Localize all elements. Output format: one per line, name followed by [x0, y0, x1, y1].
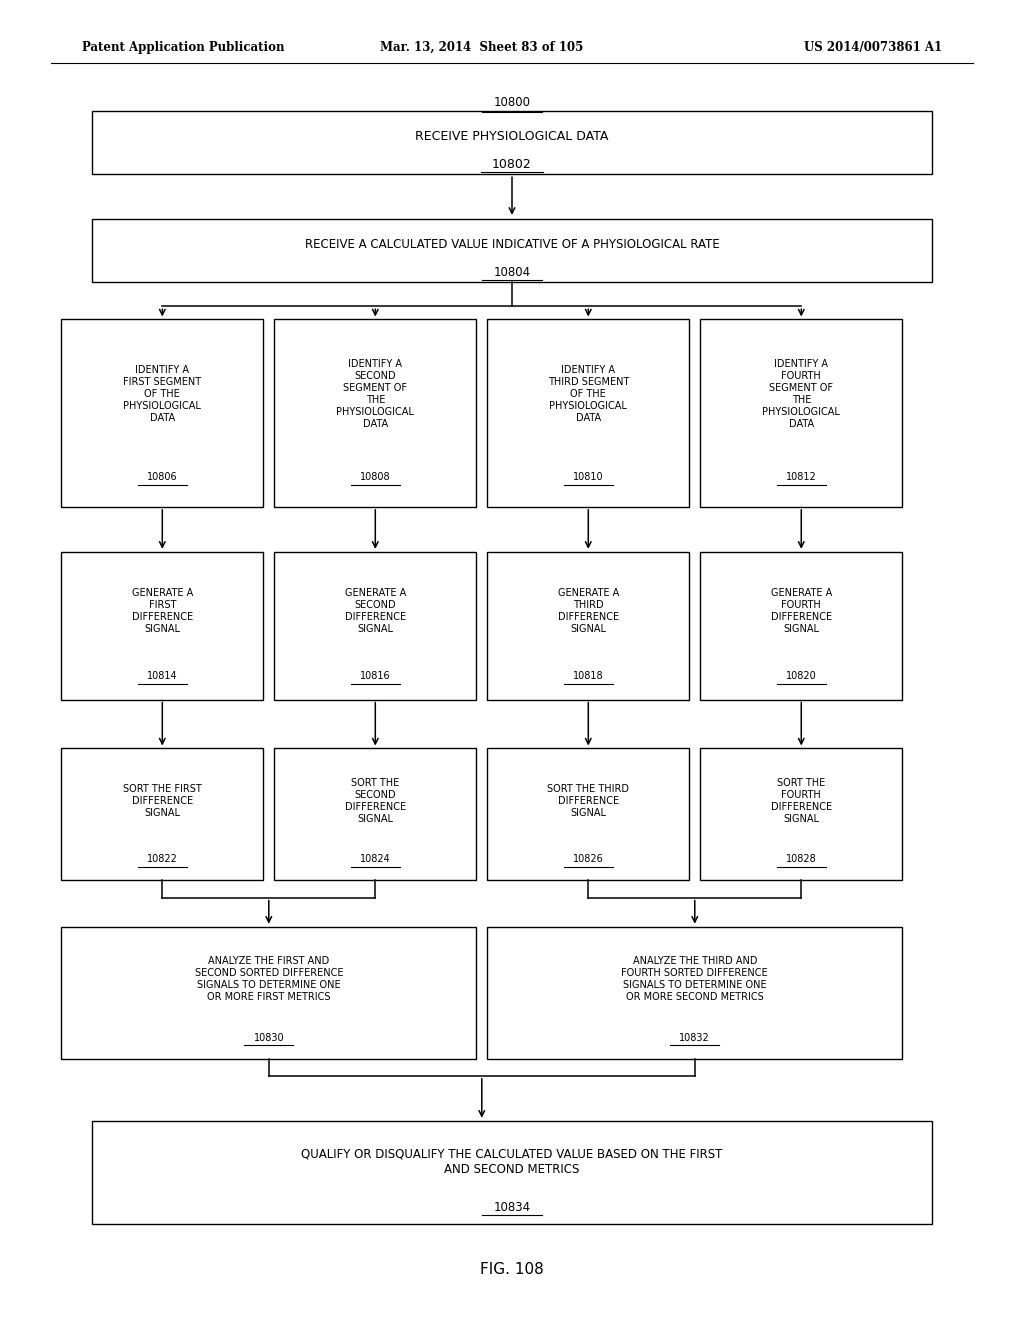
- Text: ANALYZE THE FIRST AND
SECOND SORTED DIFFERENCE
SIGNALS TO DETERMINE ONE
OR MORE : ANALYZE THE FIRST AND SECOND SORTED DIFF…: [195, 957, 343, 1002]
- FancyBboxPatch shape: [700, 748, 902, 880]
- FancyBboxPatch shape: [92, 219, 932, 282]
- Text: 10824: 10824: [359, 854, 391, 865]
- Text: 10812: 10812: [785, 471, 817, 482]
- FancyBboxPatch shape: [61, 748, 263, 880]
- Text: 10806: 10806: [147, 471, 177, 482]
- Text: RECEIVE PHYSIOLOGICAL DATA: RECEIVE PHYSIOLOGICAL DATA: [416, 129, 608, 143]
- Text: 10828: 10828: [785, 854, 817, 865]
- FancyBboxPatch shape: [92, 111, 932, 174]
- Text: 10800: 10800: [494, 96, 530, 110]
- FancyBboxPatch shape: [274, 319, 476, 507]
- Text: FIG. 108: FIG. 108: [480, 1262, 544, 1278]
- Text: IDENTIFY A
FIRST SEGMENT
OF THE
PHYSIOLOGICAL
DATA: IDENTIFY A FIRST SEGMENT OF THE PHYSIOLO…: [123, 366, 202, 424]
- FancyBboxPatch shape: [274, 748, 476, 880]
- Text: 10820: 10820: [785, 671, 817, 681]
- Text: US 2014/0073861 A1: US 2014/0073861 A1: [804, 41, 942, 54]
- Text: SORT THE
FOURTH
DIFFERENCE
SIGNAL: SORT THE FOURTH DIFFERENCE SIGNAL: [771, 779, 831, 824]
- Text: IDENTIFY A
FOURTH
SEGMENT OF
THE
PHYSIOLOGICAL
DATA: IDENTIFY A FOURTH SEGMENT OF THE PHYSIOL…: [762, 359, 841, 429]
- Text: ANALYZE THE THIRD AND
FOURTH SORTED DIFFERENCE
SIGNALS TO DETERMINE ONE
OR MORE : ANALYZE THE THIRD AND FOURTH SORTED DIFF…: [622, 957, 768, 1002]
- Text: 10832: 10832: [679, 1032, 711, 1043]
- Text: RECEIVE A CALCULATED VALUE INDICATIVE OF A PHYSIOLOGICAL RATE: RECEIVE A CALCULATED VALUE INDICATIVE OF…: [304, 238, 720, 251]
- Text: 10826: 10826: [572, 854, 604, 865]
- Text: 10808: 10808: [360, 471, 390, 482]
- FancyBboxPatch shape: [487, 319, 689, 507]
- Text: 10816: 10816: [360, 671, 390, 681]
- FancyBboxPatch shape: [487, 927, 902, 1059]
- FancyBboxPatch shape: [61, 319, 263, 507]
- FancyBboxPatch shape: [61, 552, 263, 700]
- FancyBboxPatch shape: [92, 1121, 932, 1224]
- Text: QUALIFY OR DISQUALIFY THE CALCULATED VALUE BASED ON THE FIRST
AND SECOND METRICS: QUALIFY OR DISQUALIFY THE CALCULATED VAL…: [301, 1147, 723, 1176]
- Text: 10810: 10810: [573, 471, 603, 482]
- FancyBboxPatch shape: [61, 927, 476, 1059]
- Text: IDENTIFY A
THIRD SEGMENT
OF THE
PHYSIOLOGICAL
DATA: IDENTIFY A THIRD SEGMENT OF THE PHYSIOLO…: [548, 366, 629, 424]
- FancyBboxPatch shape: [700, 319, 902, 507]
- Text: 10818: 10818: [573, 671, 603, 681]
- Text: SORT THE
SECOND
DIFFERENCE
SIGNAL: SORT THE SECOND DIFFERENCE SIGNAL: [345, 779, 406, 824]
- Text: GENERATE A
FIRST
DIFFERENCE
SIGNAL: GENERATE A FIRST DIFFERENCE SIGNAL: [132, 587, 193, 634]
- Text: IDENTIFY A
SECOND
SEGMENT OF
THE
PHYSIOLOGICAL
DATA: IDENTIFY A SECOND SEGMENT OF THE PHYSIOL…: [336, 359, 415, 429]
- Text: 10814: 10814: [147, 671, 177, 681]
- Text: GENERATE A
THIRD
DIFFERENCE
SIGNAL: GENERATE A THIRD DIFFERENCE SIGNAL: [558, 587, 618, 634]
- FancyBboxPatch shape: [700, 552, 902, 700]
- Text: 10802: 10802: [493, 157, 531, 170]
- Text: GENERATE A
SECOND
DIFFERENCE
SIGNAL: GENERATE A SECOND DIFFERENCE SIGNAL: [345, 587, 406, 634]
- Text: SORT THE FIRST
DIFFERENCE
SIGNAL: SORT THE FIRST DIFFERENCE SIGNAL: [123, 784, 202, 818]
- FancyBboxPatch shape: [487, 552, 689, 700]
- Text: 10822: 10822: [146, 854, 178, 865]
- Text: 10834: 10834: [494, 1201, 530, 1213]
- Text: 10830: 10830: [254, 1032, 284, 1043]
- Text: Patent Application Publication: Patent Application Publication: [82, 41, 285, 54]
- Text: 10804: 10804: [494, 265, 530, 279]
- FancyBboxPatch shape: [487, 748, 689, 880]
- Text: Mar. 13, 2014  Sheet 83 of 105: Mar. 13, 2014 Sheet 83 of 105: [380, 41, 583, 54]
- Text: SORT THE THIRD
DIFFERENCE
SIGNAL: SORT THE THIRD DIFFERENCE SIGNAL: [547, 784, 630, 818]
- FancyBboxPatch shape: [274, 552, 476, 700]
- Text: GENERATE A
FOURTH
DIFFERENCE
SIGNAL: GENERATE A FOURTH DIFFERENCE SIGNAL: [771, 587, 831, 634]
